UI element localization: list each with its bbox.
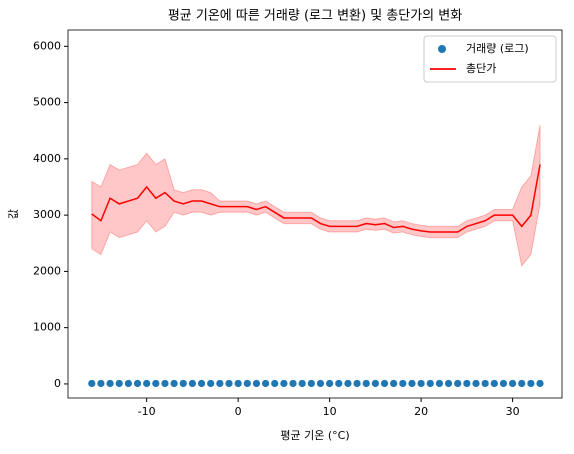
legend-label: 총단가 <box>466 62 496 75</box>
x-tick-label: -10 <box>138 405 156 418</box>
scatter-point <box>114 379 124 388</box>
scatter-point <box>316 379 325 388</box>
scatter-point <box>105 379 115 388</box>
scatter-point <box>398 379 408 388</box>
line <box>91 164 541 233</box>
scatter-point <box>87 379 97 388</box>
scatter-point <box>471 379 481 388</box>
y-tick-label: 0 <box>54 377 61 390</box>
scatter-point <box>489 379 499 388</box>
scatter-point <box>224 379 234 388</box>
scatter-point <box>462 379 472 388</box>
scatter-point <box>343 379 353 388</box>
scatter-point <box>499 379 508 388</box>
scatter-point <box>279 379 289 388</box>
scatter-point <box>206 379 216 388</box>
scatter-point <box>123 379 133 388</box>
scatter-point <box>261 379 271 388</box>
scatter-point <box>133 379 142 388</box>
scatter-point <box>453 379 463 388</box>
scatter-point <box>444 379 453 388</box>
scatter-point <box>188 379 197 388</box>
scatter-point <box>361 379 371 388</box>
legend-box <box>423 35 557 83</box>
scatter-point <box>334 379 344 388</box>
scatter-point <box>178 379 188 388</box>
scatter-point <box>508 379 517 388</box>
x-tick-label: 10 <box>323 405 337 418</box>
scatter-point <box>517 379 527 388</box>
x-tick-label: 0 <box>235 405 242 418</box>
scatter-point <box>252 379 261 388</box>
plot-frame <box>67 29 563 399</box>
scatter-point <box>306 379 316 388</box>
y-tick-label: 3000 <box>33 208 61 221</box>
scatter-point <box>480 379 490 388</box>
scatter-point <box>370 379 380 388</box>
scatter-point <box>416 379 426 388</box>
chart-title: 평균 기온에 따른 거래량 (로그 변환) 및 총단가의 변화 <box>168 9 462 24</box>
scatter-point <box>288 379 298 388</box>
y-axis-label: 값 <box>7 209 20 219</box>
scatter-point <box>96 379 106 388</box>
scatter-point <box>197 379 206 388</box>
scatter-point <box>325 379 335 388</box>
y-tick-label: 4000 <box>33 152 61 165</box>
x-axis-label: 평균 기온 (°C) <box>280 429 349 442</box>
scatter-point <box>352 379 362 388</box>
scatter-point <box>142 379 152 388</box>
scatter-point <box>215 379 225 388</box>
scatter-point <box>297 379 307 388</box>
scatter-point <box>151 379 161 388</box>
scatter-point <box>435 379 444 388</box>
scatter-point <box>535 379 545 388</box>
legend-marker <box>438 45 446 53</box>
legend-label: 거래량 (로그) <box>466 42 529 55</box>
scatter-point <box>160 379 170 388</box>
y-tick-label: 5000 <box>33 96 61 109</box>
x-tick-label: 30 <box>506 405 520 418</box>
scatter-point <box>407 379 417 388</box>
scatter-point <box>526 379 536 388</box>
scatter-point <box>389 379 399 388</box>
confidence-band <box>91 125 541 267</box>
scatter-point <box>270 379 280 388</box>
y-tick-label: 1000 <box>33 321 61 334</box>
scatter-point <box>380 379 389 388</box>
y-tick-label: 2000 <box>33 264 61 277</box>
scatter-point <box>242 379 252 388</box>
scatter-point <box>425 379 435 388</box>
scatter-point <box>233 379 243 388</box>
scatter-point <box>169 379 179 388</box>
x-tick-label: 20 <box>414 405 428 418</box>
y-tick-label: 6000 <box>33 39 61 52</box>
